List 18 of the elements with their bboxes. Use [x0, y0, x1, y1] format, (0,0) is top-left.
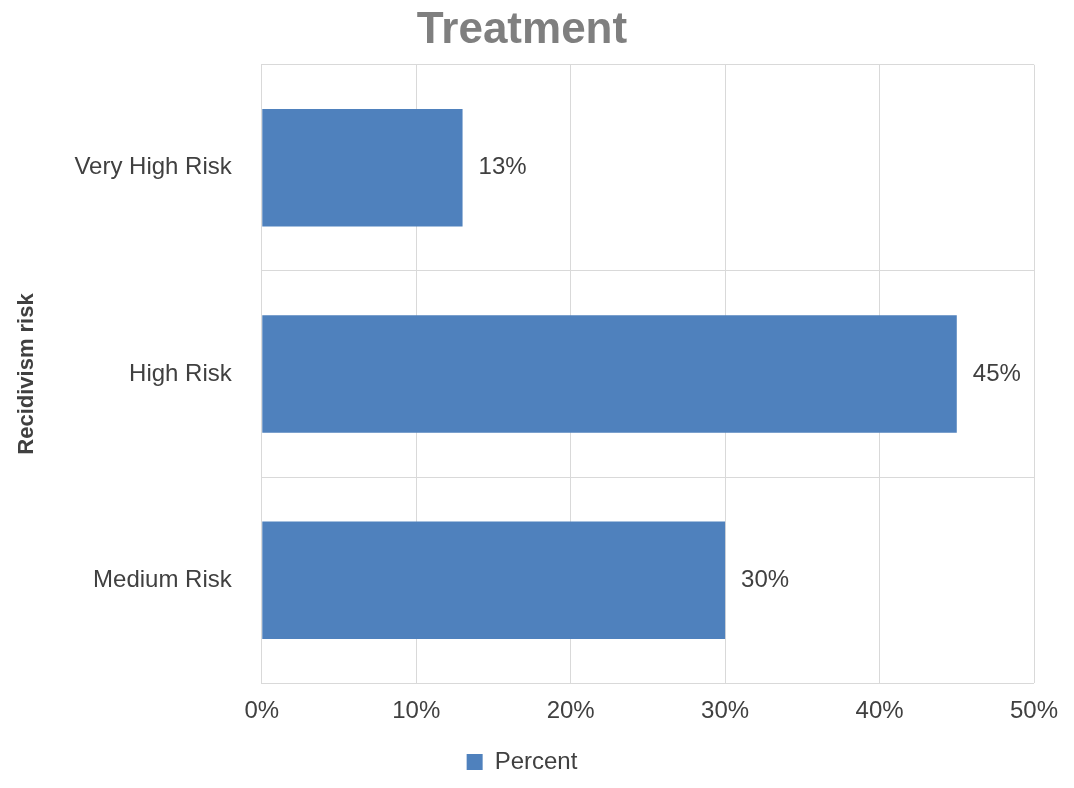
y-axis-title: Recidivism risk [13, 292, 39, 455]
y-tick-label: High Risk [129, 358, 233, 386]
legend-label: Percent [494, 746, 578, 774]
y-tick-label: Very High Risk [74, 152, 233, 180]
x-tick-label: 10% [392, 696, 441, 724]
data-label: 30% [741, 564, 790, 592]
bar [262, 315, 957, 433]
data-label: 45% [972, 358, 1021, 386]
x-tick-label: 20% [546, 696, 595, 724]
x-tick-label: 0% [244, 696, 280, 724]
chart-title: Treatment [416, 2, 628, 52]
x-tick-label: 30% [701, 696, 750, 724]
x-tick-label: 40% [855, 696, 904, 724]
y-tick-label: Medium Risk [93, 564, 233, 592]
data-label: 13% [478, 152, 527, 180]
bar [262, 109, 463, 227]
x-tick-label: 50% [1009, 696, 1059, 724]
bar [262, 521, 726, 639]
